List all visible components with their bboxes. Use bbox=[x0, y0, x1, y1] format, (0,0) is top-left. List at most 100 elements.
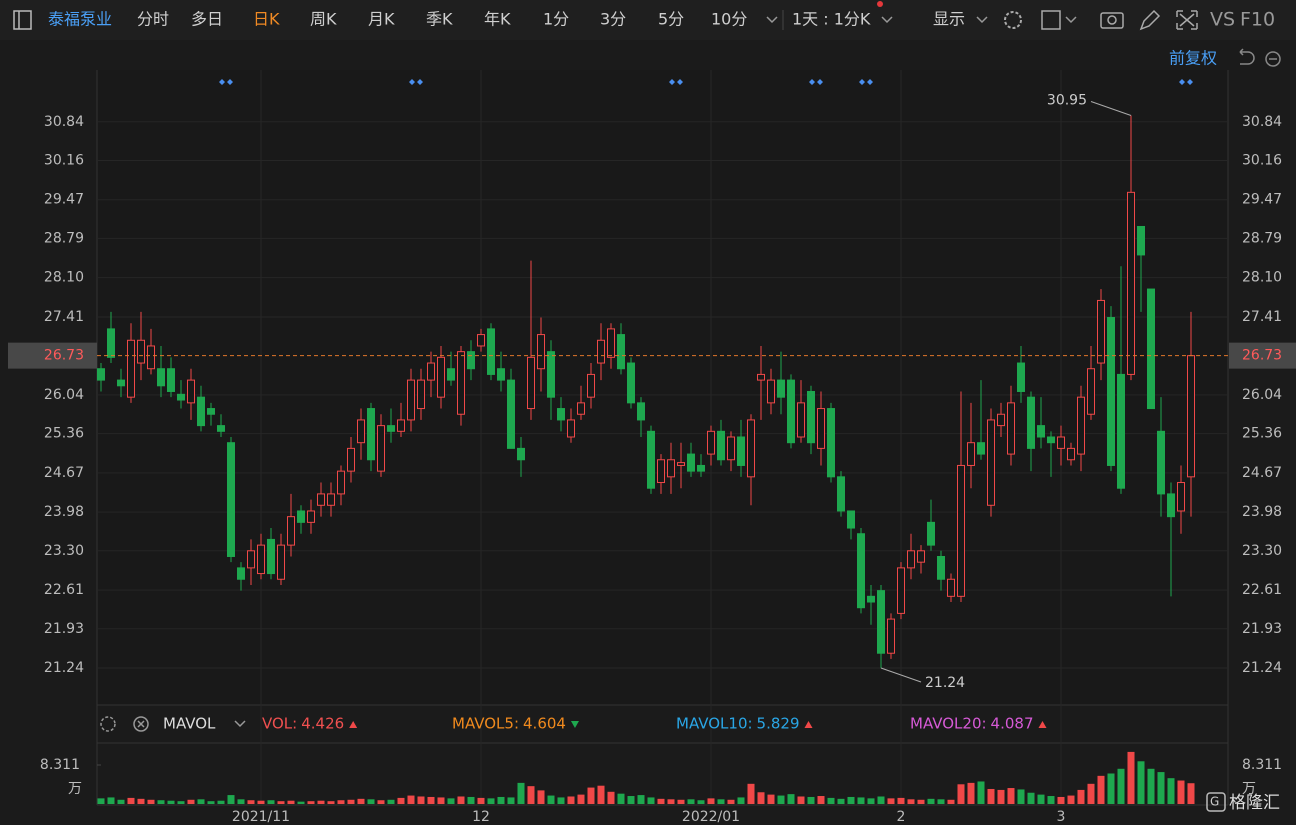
event-marker[interactable] bbox=[219, 79, 1193, 85]
candle-body bbox=[1177, 482, 1185, 512]
volume-bar bbox=[277, 801, 285, 804]
x-tick-label: 2022/01 bbox=[682, 809, 740, 825]
tab[interactable]: 日K bbox=[253, 10, 280, 29]
volume-bar bbox=[637, 795, 645, 804]
candle-body bbox=[667, 459, 675, 478]
volume-bar bbox=[137, 798, 145, 804]
candle-body bbox=[897, 567, 905, 614]
volume-bar bbox=[917, 799, 925, 804]
reset-icon[interactable] bbox=[1239, 48, 1255, 65]
candle-body bbox=[417, 379, 425, 410]
candle-body bbox=[457, 351, 465, 415]
volume-bar bbox=[317, 800, 325, 804]
candle-body bbox=[347, 447, 355, 472]
settings-icon[interactable] bbox=[1004, 11, 1022, 29]
chevron[interactable] bbox=[234, 720, 246, 728]
candle-body bbox=[407, 379, 415, 421]
tab[interactable]: 10分 bbox=[711, 10, 747, 29]
volume-bar bbox=[387, 799, 395, 804]
y-tick-label: 30.84 bbox=[44, 114, 84, 130]
candle-body bbox=[1117, 373, 1125, 489]
y-tick-label-right: 29.47 bbox=[1242, 192, 1282, 208]
volume-bar bbox=[747, 783, 755, 804]
indicator-value: 4.087 bbox=[991, 715, 1034, 733]
current-price-label: 26.73 bbox=[44, 348, 84, 364]
tab[interactable]: 分时 bbox=[137, 10, 169, 29]
chevron[interactable] bbox=[881, 16, 893, 24]
volume-bar bbox=[457, 796, 465, 804]
volume-bar bbox=[727, 799, 735, 804]
f10-button[interactable]: F10 bbox=[1240, 9, 1275, 31]
candle-body bbox=[947, 578, 955, 597]
y-tick-label: 30.16 bbox=[44, 152, 84, 168]
volume-bar bbox=[607, 791, 615, 804]
volume-bar bbox=[627, 796, 635, 804]
max-leader bbox=[1090, 101, 1132, 116]
indicator-value: 4.426 bbox=[301, 715, 344, 733]
tab[interactable]: 月K bbox=[368, 10, 395, 29]
tab[interactable]: 周K bbox=[310, 10, 337, 29]
volume-bar bbox=[397, 797, 405, 804]
tab[interactable]: 多日 bbox=[191, 10, 223, 29]
candle-body bbox=[1137, 225, 1145, 256]
y-tick-label-right: 27.41 bbox=[1242, 309, 1282, 325]
tab[interactable]: 季K bbox=[426, 10, 453, 29]
volume-bar bbox=[117, 799, 125, 804]
candle-body bbox=[427, 362, 435, 381]
volume-bar bbox=[867, 798, 875, 804]
min-label: 21.24 bbox=[925, 675, 965, 691]
volume-bar bbox=[937, 799, 945, 804]
volume-bar bbox=[1057, 796, 1065, 804]
indicator-name[interactable]: MAVOL bbox=[163, 715, 216, 733]
volume-bar bbox=[107, 797, 115, 804]
vs-button[interactable]: VS bbox=[1210, 9, 1235, 31]
adjust-mode[interactable]: 前复权 bbox=[1169, 49, 1217, 68]
candle-body bbox=[857, 533, 865, 609]
checkbox-icon[interactable] bbox=[1041, 10, 1061, 30]
chevron[interactable] bbox=[766, 16, 778, 24]
candle-body bbox=[1007, 402, 1015, 455]
volume-bar bbox=[337, 800, 345, 804]
tab[interactable]: 5分 bbox=[658, 10, 684, 29]
volume-bar bbox=[757, 792, 765, 804]
stock-name[interactable]: 泰福泵业 bbox=[48, 10, 112, 29]
zoom-out-icon[interactable] bbox=[1265, 51, 1281, 67]
indicator-close[interactable] bbox=[133, 716, 149, 732]
chevron[interactable] bbox=[1065, 16, 1077, 24]
tab[interactable]: 年K bbox=[484, 10, 511, 29]
tab[interactable]: 3分 bbox=[600, 10, 626, 29]
sidebar-toggle[interactable] bbox=[13, 10, 32, 30]
volume-bar bbox=[207, 801, 215, 804]
indicator-settings[interactable] bbox=[100, 716, 116, 732]
display-menu[interactable]: 显示 bbox=[933, 10, 965, 29]
fullscreen-icon[interactable] bbox=[1176, 10, 1198, 30]
candle-body bbox=[647, 430, 655, 489]
candle-body bbox=[677, 462, 685, 466]
indicator-close-x bbox=[137, 720, 145, 728]
candle-body bbox=[157, 368, 165, 387]
candle-body bbox=[127, 339, 135, 398]
volume-bar bbox=[737, 797, 745, 804]
candle-body bbox=[527, 356, 535, 410]
volume-bar bbox=[307, 801, 315, 804]
volume-bar bbox=[547, 795, 555, 804]
volume-bar bbox=[927, 798, 935, 804]
candle-body bbox=[997, 413, 1005, 427]
volume-bar bbox=[527, 786, 535, 804]
current-price-box bbox=[8, 342, 97, 369]
volume-bar bbox=[797, 796, 805, 804]
volume-bar bbox=[767, 794, 775, 804]
candle-body bbox=[277, 544, 285, 580]
candle-body bbox=[917, 550, 925, 563]
camera-icon[interactable] bbox=[1100, 12, 1124, 29]
y-tick-label: 25.36 bbox=[44, 426, 84, 442]
candle-body bbox=[957, 464, 965, 597]
tab[interactable]: 1分 bbox=[543, 10, 569, 29]
candle-body bbox=[727, 436, 735, 461]
chevron[interactable] bbox=[976, 16, 988, 24]
period-select[interactable]: 1天 : 1分K bbox=[792, 10, 871, 29]
candle-body bbox=[737, 436, 745, 466]
volume-tick-label: 8.311 bbox=[40, 757, 80, 773]
candle-body bbox=[707, 430, 715, 455]
draw-icon[interactable] bbox=[1139, 9, 1161, 31]
